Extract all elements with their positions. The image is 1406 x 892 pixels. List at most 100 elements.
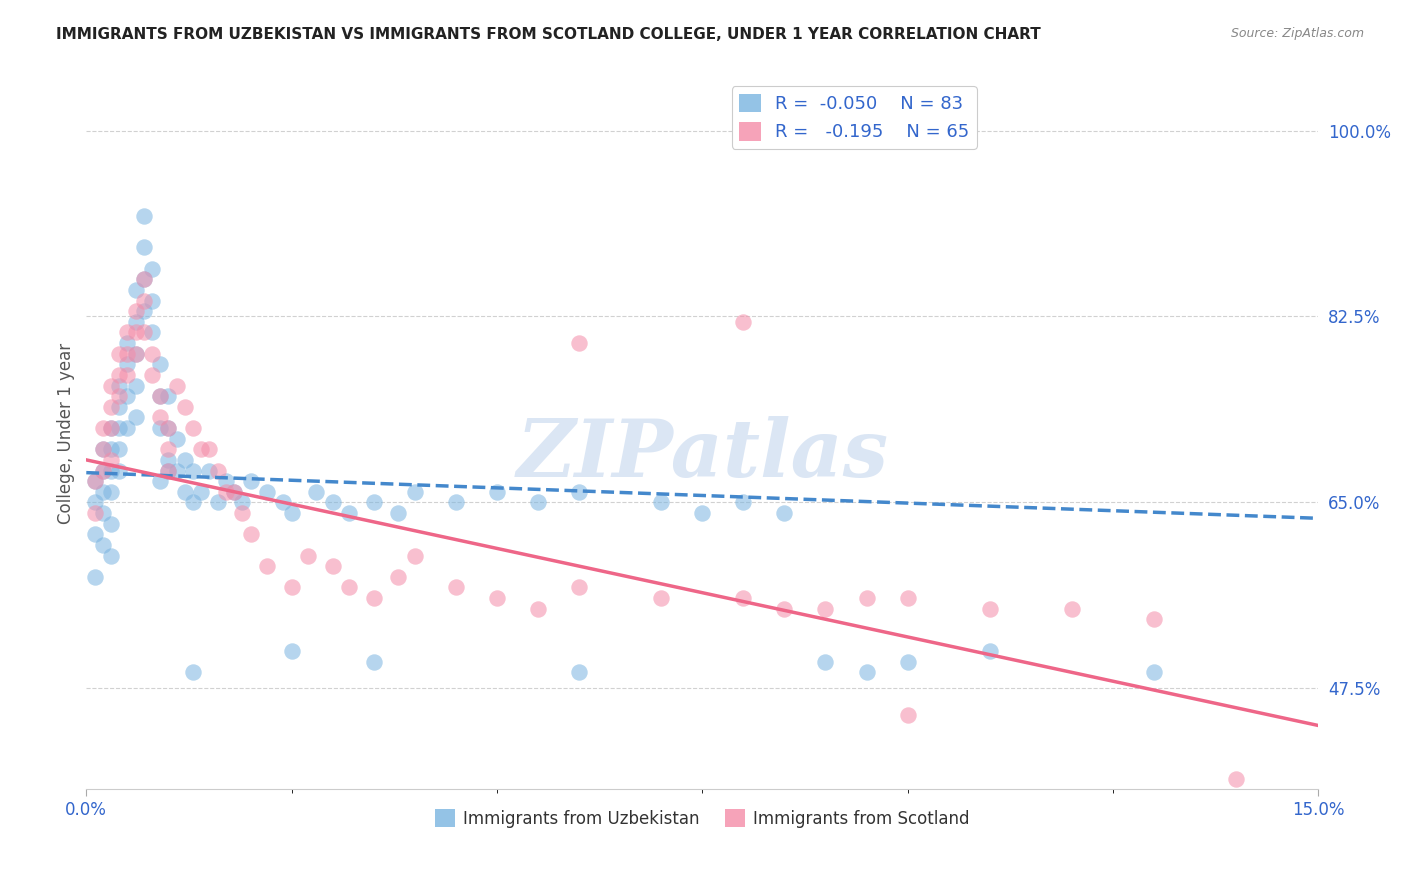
Point — [157, 421, 180, 435]
Point — [198, 442, 221, 457]
Point — [166, 378, 188, 392]
Point — [239, 527, 262, 541]
Point — [117, 421, 139, 435]
Point — [568, 336, 591, 351]
Point — [117, 368, 139, 382]
Point — [404, 484, 426, 499]
Point — [224, 484, 246, 499]
Point — [239, 474, 262, 488]
Point — [485, 484, 508, 499]
Point — [100, 442, 122, 457]
Point — [100, 484, 122, 499]
Point — [273, 495, 295, 509]
Point — [117, 389, 139, 403]
Point — [132, 209, 155, 223]
Point — [814, 655, 837, 669]
Point — [224, 484, 246, 499]
Point — [979, 601, 1001, 615]
Point — [337, 580, 360, 594]
Legend: Immigrants from Uzbekistan, Immigrants from Scotland: Immigrants from Uzbekistan, Immigrants f… — [429, 803, 976, 834]
Point — [108, 389, 131, 403]
Point — [198, 463, 221, 477]
Point — [124, 304, 146, 318]
Point — [568, 665, 591, 680]
Point — [132, 326, 155, 340]
Point — [173, 400, 195, 414]
Point — [124, 346, 146, 360]
Point — [124, 346, 146, 360]
Point — [979, 644, 1001, 658]
Point — [157, 421, 180, 435]
Point — [149, 389, 172, 403]
Point — [527, 495, 550, 509]
Point — [149, 421, 172, 435]
Point — [132, 272, 155, 286]
Point — [100, 421, 122, 435]
Point — [485, 591, 508, 605]
Point — [124, 410, 146, 425]
Point — [650, 591, 672, 605]
Point — [91, 463, 114, 477]
Point — [897, 655, 920, 669]
Point — [149, 357, 172, 371]
Point — [149, 474, 172, 488]
Point — [1143, 612, 1166, 626]
Point — [117, 326, 139, 340]
Point — [157, 453, 180, 467]
Point — [117, 346, 139, 360]
Point — [83, 506, 105, 520]
Point — [132, 240, 155, 254]
Point — [527, 601, 550, 615]
Point — [91, 484, 114, 499]
Point — [322, 559, 344, 574]
Point — [100, 400, 122, 414]
Point — [1060, 601, 1083, 615]
Point — [141, 293, 163, 308]
Point — [733, 495, 755, 509]
Point — [83, 527, 105, 541]
Point — [322, 495, 344, 509]
Point — [100, 453, 122, 467]
Point — [387, 570, 409, 584]
Point — [897, 707, 920, 722]
Text: Source: ZipAtlas.com: Source: ZipAtlas.com — [1230, 27, 1364, 40]
Point — [814, 601, 837, 615]
Point — [190, 442, 212, 457]
Point — [100, 378, 122, 392]
Point — [363, 495, 385, 509]
Point — [568, 580, 591, 594]
Point — [568, 484, 591, 499]
Point — [181, 665, 204, 680]
Point — [733, 591, 755, 605]
Point — [444, 580, 467, 594]
Point — [117, 357, 139, 371]
Point — [141, 261, 163, 276]
Point — [215, 484, 238, 499]
Point — [166, 463, 188, 477]
Point — [83, 474, 105, 488]
Point — [280, 644, 302, 658]
Point — [108, 346, 131, 360]
Point — [297, 549, 319, 563]
Point — [91, 538, 114, 552]
Point — [855, 665, 877, 680]
Point — [280, 506, 302, 520]
Point — [149, 389, 172, 403]
Point — [207, 495, 229, 509]
Point — [363, 655, 385, 669]
Point — [444, 495, 467, 509]
Point — [91, 506, 114, 520]
Point — [108, 400, 131, 414]
Point — [108, 442, 131, 457]
Point — [141, 368, 163, 382]
Point — [91, 442, 114, 457]
Point — [690, 506, 713, 520]
Point — [280, 580, 302, 594]
Point — [256, 559, 278, 574]
Text: IMMIGRANTS FROM UZBEKISTAN VS IMMIGRANTS FROM SCOTLAND COLLEGE, UNDER 1 YEAR COR: IMMIGRANTS FROM UZBEKISTAN VS IMMIGRANTS… — [56, 27, 1040, 42]
Point — [897, 591, 920, 605]
Point — [305, 484, 328, 499]
Point — [157, 389, 180, 403]
Point — [157, 463, 180, 477]
Point — [108, 463, 131, 477]
